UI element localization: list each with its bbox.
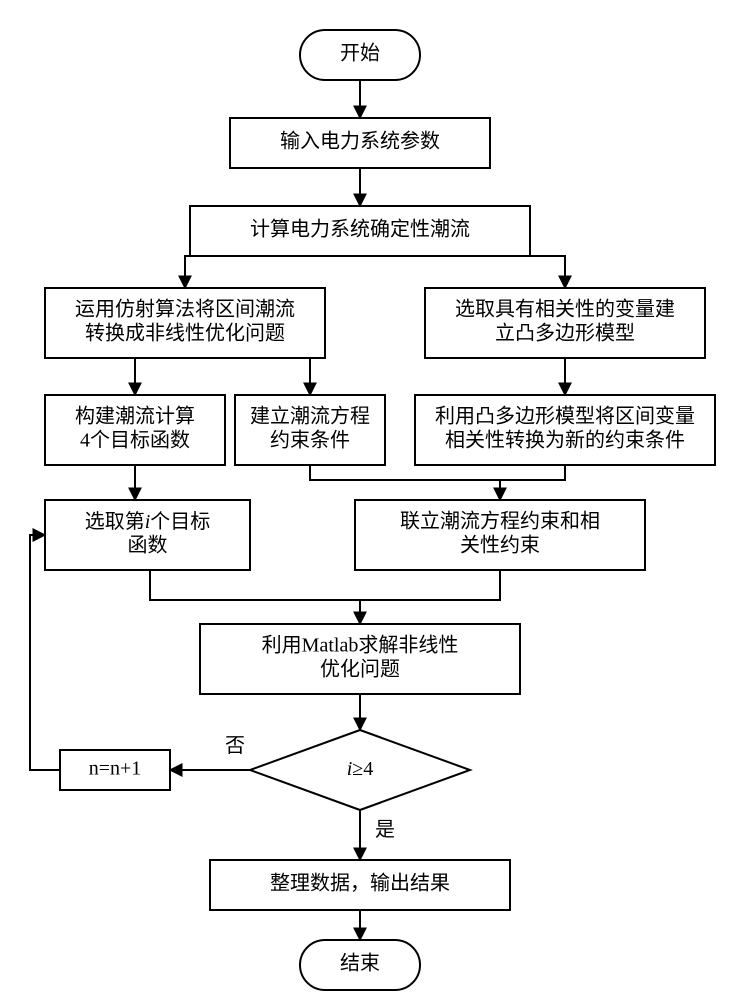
edge-11 [360, 570, 500, 600]
edge-10 [150, 570, 360, 624]
svg-text:n=n+1: n=n+1 [89, 758, 142, 780]
node-incr: n=n+1 [60, 750, 170, 790]
node-pfcon: 建立潮流方程约束条件 [235, 395, 385, 465]
svg-text:转换成非线性优化问题: 转换成非线性优化问题 [85, 322, 285, 345]
svg-text:函数: 函数 [128, 534, 168, 557]
svg-text:相关性转换为新的约束条件: 相关性转换为新的约束条件 [445, 429, 685, 452]
svg-text:4个目标函数: 4个目标函数 [80, 429, 190, 452]
edge-5 [250, 358, 310, 395]
label-no: 否 [225, 735, 245, 757]
edge-9 [500, 465, 565, 480]
svg-text:输入电力系统参数: 输入电力系统参数 [280, 130, 440, 153]
svg-text:关性约束: 关性约束 [460, 534, 540, 557]
node-union: 联立潮流方程约束和相关性约束 [355, 500, 645, 570]
svg-text:利用Matlab求解非线性: 利用Matlab求解非线性 [262, 634, 459, 657]
node-start: 开始 [300, 30, 420, 80]
node-calc: 计算电力系统确定性潮流 [190, 206, 530, 256]
svg-text:选取具有相关性的变量建: 选取具有相关性的变量建 [455, 298, 675, 321]
svg-text:运用仿射算法将区间潮流: 运用仿射算法将区间潮流 [75, 298, 295, 321]
svg-text:整理数据，输出结果: 整理数据，输出结果 [270, 872, 450, 895]
svg-text:结束: 结束 [340, 952, 380, 975]
flowchart-canvas: 开始输入电力系统参数计算电力系统确定性潮流运用仿射算法将区间潮流转换成非线性优化… [0, 0, 752, 1000]
node-input: 输入电力系统参数 [230, 118, 490, 168]
node-affine: 运用仿射算法将区间潮流转换成非线性优化问题 [45, 288, 325, 358]
svg-text:利用凸多边形模型将区间变量: 利用凸多边形模型将区间变量 [435, 405, 695, 428]
svg-text:建立潮流方程: 建立潮流方程 [250, 405, 370, 428]
svg-text:立凸多边形模型: 立凸多边形模型 [495, 322, 635, 345]
svg-text:选取第i个目标: 选取第i个目标 [85, 510, 211, 533]
svg-text:计算电力系统确定性潮流: 计算电力系统确定性潮流 [250, 218, 470, 241]
node-solve: 利用Matlab求解非线性优化问题 [200, 624, 520, 694]
node-newcon: 利用凸多边形模型将区间变量相关性转换为新的约束条件 [415, 395, 715, 465]
edge-2 [185, 256, 225, 288]
svg-text:优化问题: 优化问题 [320, 658, 400, 681]
edge-3 [495, 256, 565, 288]
node-convex: 选取具有相关性的变量建立凸多边形模型 [425, 288, 705, 358]
svg-text:开始: 开始 [340, 42, 380, 65]
svg-text:构建潮流计算: 构建潮流计算 [75, 405, 195, 428]
node-obj4: 构建潮流计算4个目标函数 [45, 395, 225, 465]
svg-text:i≥4: i≥4 [347, 758, 374, 780]
svg-text:约束条件: 约束条件 [270, 429, 350, 452]
node-end: 结束 [300, 940, 420, 990]
node-dec: i≥4 [250, 730, 470, 810]
node-out: 整理数据，输出结果 [210, 860, 510, 910]
node-picki: 选取第i个目标函数 [45, 500, 250, 570]
label-yes: 是 [375, 819, 395, 841]
svg-text:联立潮流方程约束和相: 联立潮流方程约束和相 [400, 510, 600, 533]
edge-8 [310, 465, 500, 500]
